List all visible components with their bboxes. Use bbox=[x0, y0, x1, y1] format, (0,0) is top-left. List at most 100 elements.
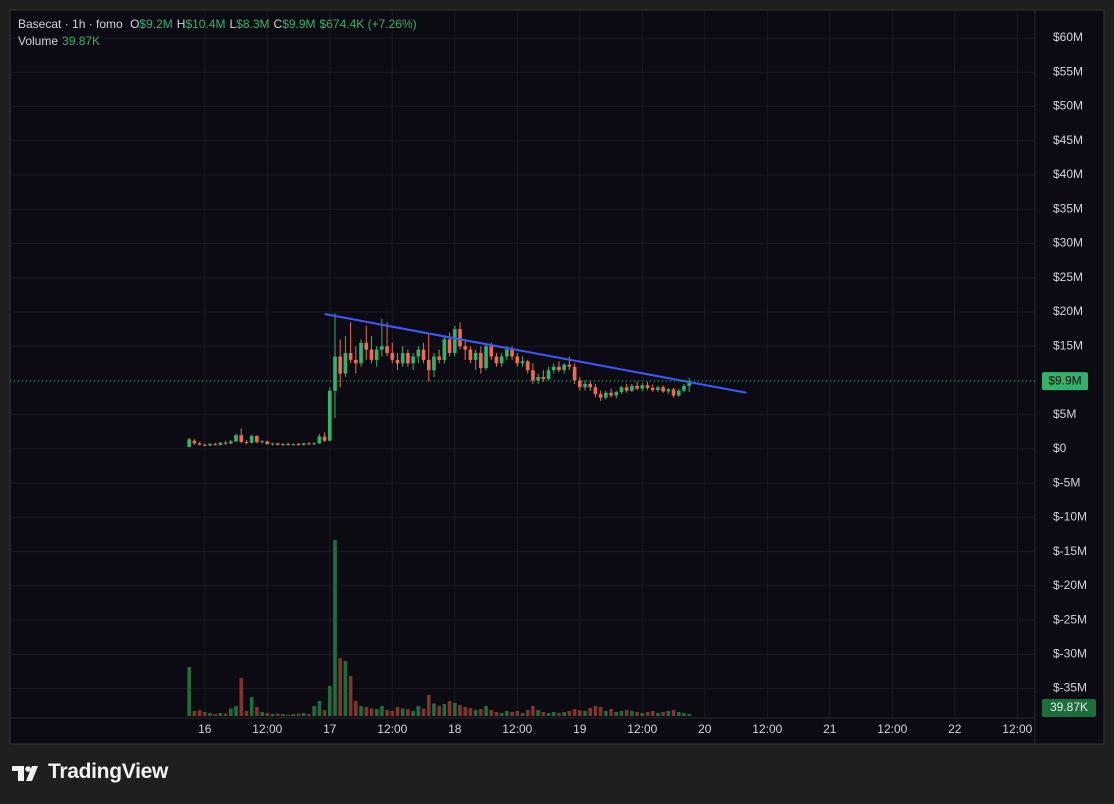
volume-bar bbox=[307, 714, 311, 716]
volume-bar bbox=[452, 703, 457, 716]
volume-value: 39.87K bbox=[62, 34, 101, 48]
candle-body bbox=[187, 439, 191, 447]
ohlc-key: O bbox=[130, 17, 140, 31]
symbol: Basecat · 1h · fomo bbox=[18, 17, 123, 31]
y-tick-label: $-15M bbox=[1053, 544, 1087, 558]
candle-body bbox=[322, 436, 327, 441]
volume-bar bbox=[551, 712, 556, 716]
volume-bar bbox=[385, 710, 389, 716]
candle-body bbox=[364, 342, 369, 350]
candle-body bbox=[270, 443, 275, 445]
candle-body bbox=[494, 356, 499, 364]
y-tick-label: $-20M bbox=[1053, 578, 1087, 592]
y-tick-label: $5M bbox=[1053, 407, 1076, 421]
candle-body bbox=[275, 443, 280, 445]
candle-body bbox=[645, 385, 650, 388]
volume-bar bbox=[348, 676, 353, 716]
candle-body bbox=[333, 356, 337, 391]
volume-bar bbox=[260, 712, 264, 716]
candle-body bbox=[234, 435, 238, 442]
candle-body bbox=[510, 349, 514, 357]
volume-bar bbox=[234, 706, 238, 716]
volume-bar bbox=[666, 711, 671, 716]
legend-volume: Volume 39.87K bbox=[18, 33, 421, 50]
candle-body bbox=[640, 385, 645, 389]
candle-body bbox=[260, 441, 264, 443]
legend: Basecat · 1h · fomo O$9.2M H$10.4M L$8.3M C… bbox=[18, 16, 421, 50]
volume-bar bbox=[650, 711, 655, 716]
x-tick-label: 22 bbox=[948, 722, 962, 736]
volume-bar bbox=[515, 711, 520, 716]
candle-body bbox=[317, 436, 322, 444]
candle-body bbox=[557, 366, 561, 371]
volume-bar bbox=[406, 709, 410, 716]
volume-bar bbox=[333, 540, 337, 716]
y-tick-label: $30M bbox=[1053, 236, 1083, 250]
volume-bar bbox=[510, 712, 514, 716]
x-tick-label: 21 bbox=[823, 722, 837, 736]
grid bbox=[10, 10, 1035, 718]
candle-body bbox=[327, 390, 332, 441]
x-tick-label: 16 bbox=[198, 722, 212, 736]
volume-bar bbox=[505, 711, 509, 716]
candle-body bbox=[468, 349, 473, 360]
y-tick-label: $-35M bbox=[1053, 681, 1087, 695]
volume-bar bbox=[202, 712, 207, 716]
volume-bar bbox=[442, 704, 447, 716]
candle-body bbox=[312, 443, 316, 445]
candle-body bbox=[588, 383, 593, 388]
volume-bar bbox=[239, 678, 244, 716]
candle-body bbox=[255, 435, 259, 443]
volume-bar bbox=[359, 706, 363, 716]
candle-body bbox=[567, 364, 572, 367]
ohlc-item: H$10.4M bbox=[177, 17, 226, 31]
volume-bar bbox=[619, 711, 624, 716]
volume-bar bbox=[656, 713, 660, 716]
candle-body bbox=[650, 387, 655, 391]
x-tick-label: 19 bbox=[573, 722, 587, 736]
volume-bar bbox=[473, 710, 478, 716]
x-tick-label: 12:00 bbox=[252, 722, 282, 736]
volume-bar bbox=[395, 707, 400, 716]
candle-body bbox=[307, 443, 311, 445]
volume-bar bbox=[281, 714, 285, 716]
volume-bar bbox=[244, 711, 249, 716]
price-tag-label: $9.9M bbox=[1048, 373, 1081, 387]
volume-bar bbox=[411, 711, 415, 716]
candle-body bbox=[577, 380, 582, 388]
volume-bar bbox=[567, 711, 572, 716]
ohlc-value: $10.4M bbox=[185, 17, 226, 31]
volume-bar bbox=[583, 711, 587, 716]
volume-bar bbox=[479, 709, 483, 716]
y-tick-label: $35M bbox=[1053, 201, 1083, 215]
y-tick-label: $60M bbox=[1053, 30, 1083, 44]
volume-bar bbox=[489, 710, 494, 716]
candle-body bbox=[426, 359, 431, 371]
candle-body bbox=[249, 435, 254, 443]
volume-bar bbox=[546, 713, 551, 716]
volume-bar bbox=[354, 701, 358, 716]
candle-body bbox=[343, 353, 348, 374]
candle-body bbox=[687, 381, 691, 386]
candle-body bbox=[202, 444, 207, 446]
volume-bar bbox=[426, 695, 431, 716]
candle-body bbox=[505, 349, 509, 357]
volume-bar bbox=[301, 713, 306, 716]
candle-body bbox=[218, 442, 223, 445]
candle-body bbox=[301, 443, 306, 445]
ohlc-value: $8.3M bbox=[236, 17, 270, 31]
volume-bar bbox=[223, 713, 228, 716]
volume-bar bbox=[494, 712, 499, 716]
x-tick-label: 17 bbox=[323, 722, 337, 736]
volume-bar bbox=[531, 706, 535, 716]
candle-body bbox=[411, 356, 415, 364]
volume-bar bbox=[255, 707, 259, 716]
candle-body bbox=[635, 385, 639, 389]
marks bbox=[10, 313, 1035, 716]
x-tick-label: 12:00 bbox=[502, 722, 532, 736]
volume-bar bbox=[432, 703, 436, 716]
y-tick-label: $15M bbox=[1053, 338, 1083, 352]
candle-body bbox=[525, 361, 530, 371]
y-tick-label: $55M bbox=[1053, 64, 1083, 78]
candle-body bbox=[229, 441, 233, 444]
